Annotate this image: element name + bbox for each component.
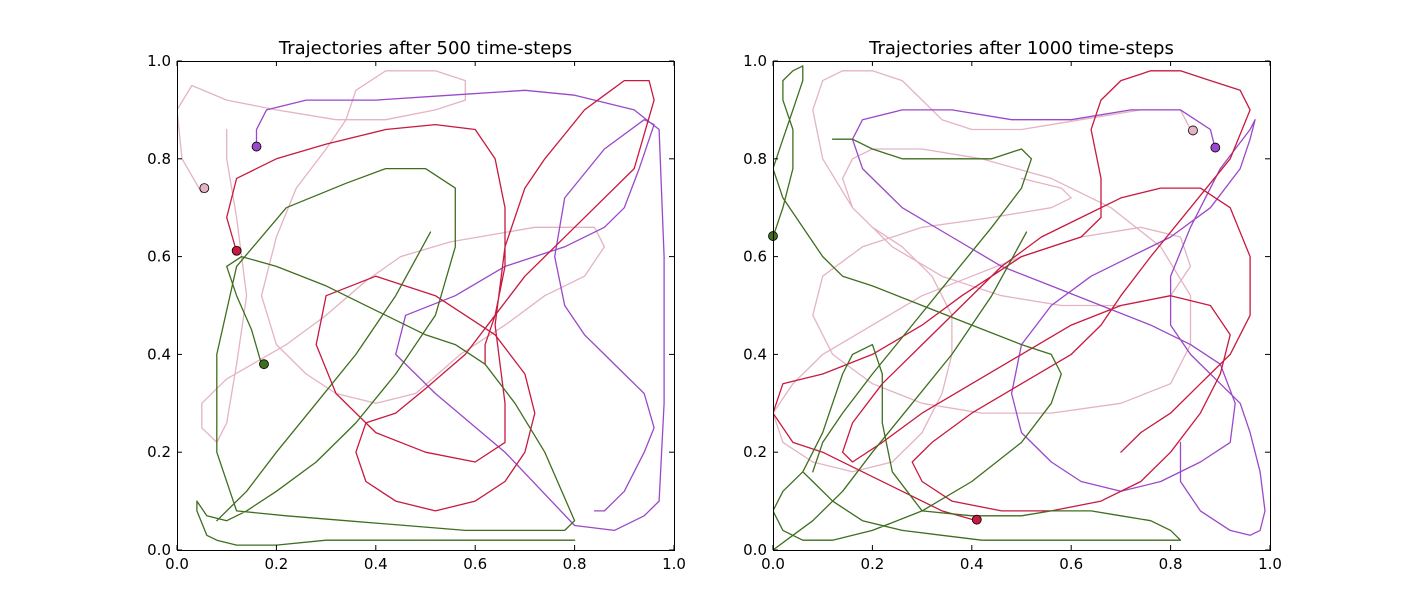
y-tick-label: 0.0 (743, 541, 767, 559)
y-tick-label: 0.2 (743, 443, 767, 461)
trajectory-line-4 (773, 231, 1028, 550)
trajectory-line-0 (177, 70, 606, 444)
position-marker-0 (1188, 125, 1198, 136)
y-tick-label: 0.0 (147, 541, 171, 559)
y-tick-label: 0.8 (147, 150, 171, 168)
y-tick-label: 1.0 (147, 52, 171, 70)
trajectory-line-2 (226, 79, 655, 512)
trajectory-line-3 (196, 167, 576, 546)
y-tick-label: 1.0 (743, 52, 767, 70)
trajectory-line-1 (255, 89, 665, 532)
y-tick-label: 0.4 (743, 345, 767, 363)
plot-area (773, 65, 1266, 550)
y-tick-label: 0.4 (147, 345, 171, 363)
position-marker-3 (259, 359, 269, 370)
x-tick-label: 0.6 (1059, 555, 1083, 573)
position-marker-1 (199, 183, 210, 194)
x-tick-label: 0.0 (761, 555, 785, 573)
position-marker-3 (971, 514, 982, 525)
left-chart-panel: Trajectories after 500 time-steps 0.0 0.2 0… (147, 38, 686, 573)
x-tick-label: 0.4 (364, 555, 388, 573)
axes-frame (773, 61, 1271, 551)
x-tick-label: 0.4 (960, 555, 984, 573)
position-marker-2 (231, 245, 242, 256)
trajectory-line-1 (851, 109, 1266, 536)
x-tick-label: 1.0 (662, 555, 686, 573)
chart-title: Trajectories after 1000 time-steps (868, 38, 1174, 59)
x-tick-label: 0.2 (860, 555, 884, 573)
x-tick-label: 0.8 (563, 555, 587, 573)
trajectory-line-4 (216, 231, 432, 522)
y-tick-label: 0.6 (743, 248, 767, 266)
trajectory-line-2 (773, 70, 1251, 522)
x-tick-label: 1.0 (1258, 555, 1282, 573)
y-tick-label: 0.8 (743, 150, 767, 168)
y-tick-label: 0.6 (147, 248, 171, 266)
trajectory-line-5 (812, 138, 1033, 473)
trajectory-line-3 (773, 65, 1182, 541)
position-marker-0 (251, 141, 262, 152)
right-chart-panel: Trajectories after 1000 time-steps 0.0 0.2… (743, 38, 1282, 573)
position-marker-1 (1210, 142, 1221, 153)
trajectory-line-0 (773, 70, 1192, 473)
x-tick-label: 0.2 (264, 555, 288, 573)
x-tick-label: 0.0 (165, 555, 189, 573)
plot-area (177, 70, 665, 546)
x-tick-label: 0.8 (1159, 555, 1183, 573)
chart-title: Trajectories after 500 time-steps (278, 38, 572, 59)
axes-frame (177, 61, 675, 551)
x-tick-label: 0.6 (463, 555, 487, 573)
y-tick-label: 0.2 (147, 443, 171, 461)
